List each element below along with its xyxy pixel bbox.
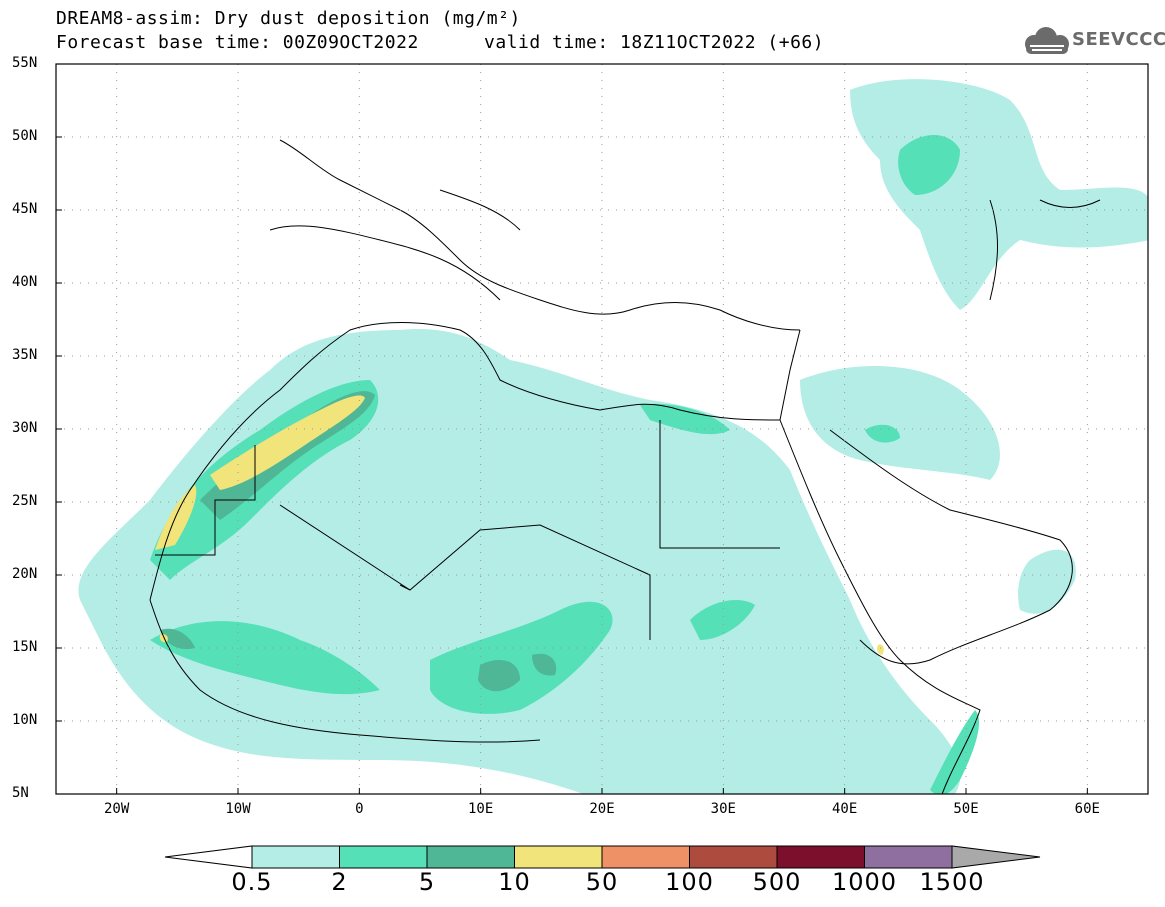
- lat-label: 5N: [12, 785, 29, 801]
- lat-label: 50N: [12, 128, 38, 144]
- lon-label: 50E: [953, 801, 979, 817]
- lat-label: 35N: [12, 347, 38, 363]
- dust-level3-chad2: [532, 653, 557, 676]
- lat-label: 30N: [12, 420, 38, 436]
- lon-label: 60E: [1074, 801, 1100, 817]
- colorbar-label: 2: [331, 868, 348, 896]
- cloud-logo-icon: [1025, 27, 1069, 54]
- colorbar-label: 100: [665, 868, 714, 896]
- lat-label: 40N: [12, 274, 38, 290]
- dust-level1-oman: [1018, 549, 1076, 614]
- colorbar-label: 5: [418, 868, 436, 896]
- lat-label: 55N: [12, 55, 38, 71]
- lon-label: 30E: [710, 801, 736, 817]
- forecast-base-time: Forecast base time: 00Z09OCT2022: [56, 32, 419, 53]
- lat-label: 20N: [12, 566, 38, 582]
- dust-level2-somalia: [930, 710, 979, 794]
- dust-level3-chad: [478, 660, 520, 692]
- colorbar-label: 1000: [831, 868, 898, 896]
- lon-label: 20W: [104, 801, 130, 817]
- lon-label: 0: [355, 801, 364, 817]
- colorbar-label: 1500: [919, 868, 985, 896]
- dust-level2-egypt: [640, 403, 730, 435]
- dust-level4-spot2: [877, 644, 884, 655]
- dust-contours: [78, 79, 1148, 794]
- dust-level2-caspian: [898, 135, 960, 195]
- axis-ticks: [56, 63, 1088, 795]
- lat-label: 15N: [12, 639, 38, 655]
- lat-label: 45N: [12, 201, 38, 217]
- dust-level1-east-africa: [788, 560, 874, 780]
- lon-label: 20E: [589, 801, 615, 817]
- colorbar-label: 10: [498, 868, 531, 896]
- dust-level4-morocco: [210, 395, 365, 490]
- colorbar-label: 0.5: [231, 868, 273, 896]
- dust-level2-sudan: [690, 600, 755, 640]
- colorbar-label: 500: [752, 868, 802, 896]
- lon-label: 40E: [832, 801, 858, 817]
- map-title: DREAM8-assim: Dry dust deposition (mg/m²…: [56, 8, 521, 29]
- graticule: [56, 64, 1148, 794]
- colorbar-label: 50: [585, 868, 619, 896]
- lon-label: 10E: [468, 801, 494, 817]
- dust-level3-senegal: [160, 628, 195, 650]
- lat-label: 25N: [12, 493, 38, 509]
- logo-text: SEEVCCC: [1072, 29, 1165, 50]
- lat-label: 10N: [12, 712, 38, 728]
- dust-level2-iraq: [865, 424, 900, 443]
- valid-time: valid time: 18Z11OCT2022 (+66): [484, 32, 825, 53]
- lon-label: 10W: [225, 801, 251, 817]
- dust-level1-arabia: [800, 366, 1000, 480]
- dust-level2-chad: [430, 601, 613, 714]
- dust-level2-sahel: [150, 621, 380, 695]
- coastlines: [149, 139, 1101, 794]
